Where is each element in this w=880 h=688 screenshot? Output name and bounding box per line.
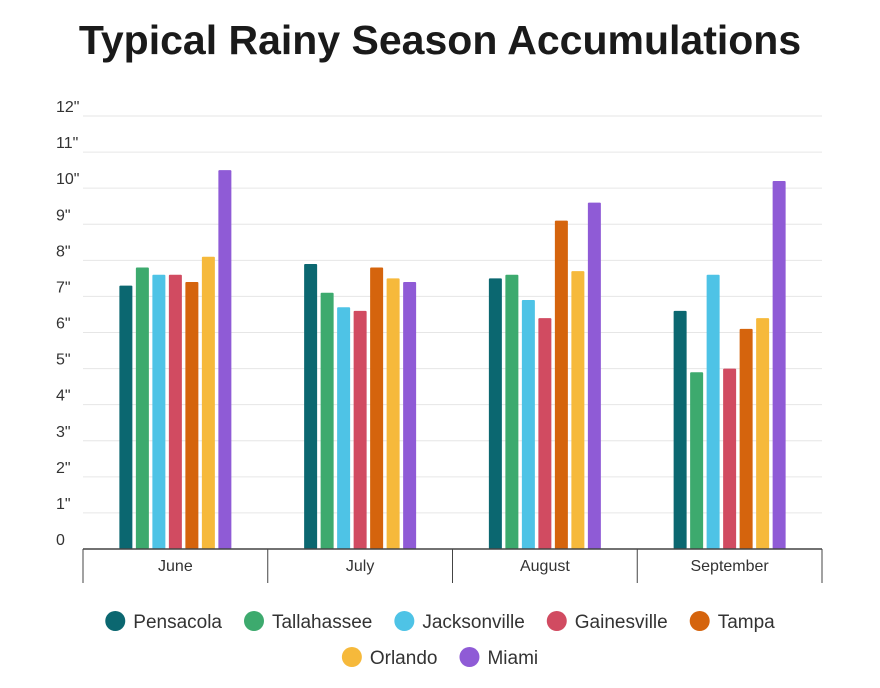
legend-item: Gainesville [546,611,668,633]
x-tick-label: August [520,558,570,575]
bar [304,263,318,549]
y-tick-label: 8" [56,243,71,260]
legend-item: Miami [459,647,538,669]
y-tick-label: 5" [56,352,71,369]
legend-label: Tallahassee [272,612,372,633]
bar [756,318,770,549]
y-tick-label: 2" [56,460,71,477]
bar [706,274,720,549]
x-axis: June July August September [82,548,823,583]
bar [690,372,704,549]
x-tick-label: June [158,558,193,575]
bar [739,328,753,549]
legend-label: Tampa [718,612,775,633]
legend-item: Orlando [341,647,438,669]
legend-item: Jacksonville [394,611,525,633]
legend-item: Pensacola [105,611,222,633]
legend-label: Jacksonville [422,612,524,633]
legend-marker [341,647,362,667]
bar [185,281,199,549]
bar [723,368,737,549]
y-tick-label: 1" [56,496,71,513]
legend-label: Pensacola [133,612,222,633]
legend-item: Tallahassee [243,611,372,633]
x-tick-label: September [690,558,769,575]
bar [337,307,351,549]
bar [505,274,519,549]
bar [218,170,232,549]
y-tick-label: 6" [56,316,71,333]
bar [135,267,149,549]
bar [571,271,585,549]
legend: Pensacola Tallahassee Jacksonville Gainesvi… [105,611,775,669]
bar [772,180,786,549]
bar [587,202,601,549]
legend-marker [105,611,126,631]
bar [152,274,166,549]
bars [119,170,786,549]
bar [554,220,568,549]
y-tick-label: 4" [56,388,71,405]
legend-label: Orlando [370,648,438,669]
bar [370,267,384,549]
legend-item: Tampa [689,611,775,633]
legend-marker [243,611,264,631]
bar [521,300,535,549]
legend-marker [459,647,480,667]
bar [201,256,215,549]
bar [320,292,334,549]
y-tick-label: 9" [56,207,71,224]
y-axis-ticks: 0 1" 2" 3" 4" 5" 6" 7" 8" 9" 10" 11" 12" [56,99,79,549]
y-tick-label: 7" [56,279,71,296]
bar [353,310,367,549]
y-tick-label: 10" [56,171,79,188]
y-tick-label: 11" [56,135,78,152]
legend-label: Gainesville [575,612,668,633]
legend-label: Miami [487,648,538,669]
bar [488,278,502,549]
x-tick-label: July [346,558,374,575]
bar [119,285,133,549]
y-tick-label: 0 [56,532,65,549]
y-tick-label: 12" [56,99,79,116]
bar [403,281,417,549]
bar [538,318,552,549]
legend-marker [394,611,415,631]
chart-title: Typical Rainy Season Accumulations [79,17,801,63]
y-tick-label: 3" [56,424,71,441]
legend-marker [546,611,567,631]
bar [168,274,182,549]
bar [673,310,687,549]
bar [386,278,400,549]
legend-marker [689,611,710,631]
